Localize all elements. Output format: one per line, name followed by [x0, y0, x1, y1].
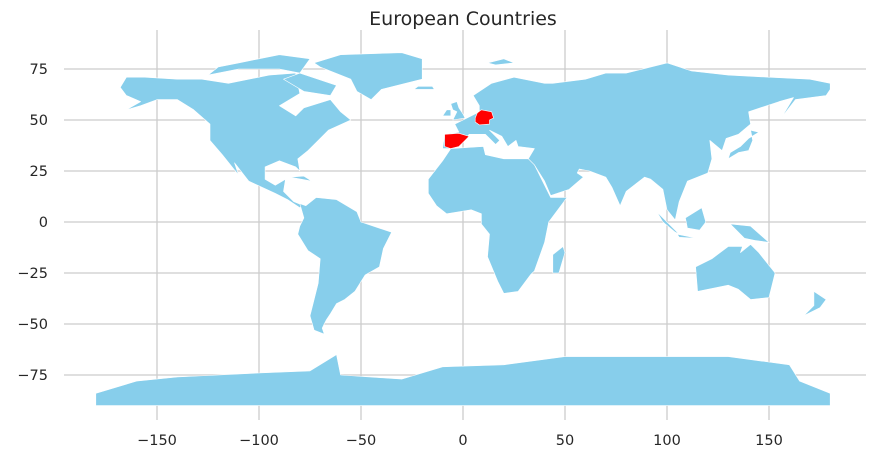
landmass-baffin-island: [283, 72, 337, 96]
landmass-borneo: [685, 207, 707, 231]
landmass-greenland: [313, 52, 423, 100]
land-layer: [95, 52, 831, 406]
y-tick-label: 0: [39, 215, 48, 231]
landmass-australia: [695, 244, 776, 300]
highlighted-country-germany: [474, 109, 494, 126]
landmass-svalbard: [487, 58, 515, 66]
y-tick-label: −75: [17, 368, 48, 384]
y-tick-label: 75: [30, 62, 48, 78]
landmass-south-america: [297, 197, 392, 335]
landmass-arctic-islands: [207, 54, 311, 76]
landmass-cuba: [289, 175, 313, 182]
chart-title: European Countries: [369, 8, 557, 30]
landmass-africa: [428, 146, 568, 294]
landmass-japan: [727, 129, 760, 160]
landmass-ireland: [442, 109, 452, 117]
y-tick-label: 25: [30, 164, 48, 180]
landmass-madagascar: [552, 246, 566, 274]
landmass-eurasia: [442, 62, 831, 221]
landmass-new-guinea: [729, 223, 770, 243]
x-tick-label: −100: [239, 433, 279, 449]
landmass-antarctica: [95, 354, 831, 406]
x-tick-label: 100: [653, 433, 681, 449]
x-tick-label: 50: [556, 433, 574, 449]
highlighted-country-spain: [444, 133, 470, 149]
landmass-java: [676, 233, 698, 239]
y-tick-label: −25: [17, 266, 48, 282]
landmass-sumatra: [656, 211, 680, 235]
x-tick-label: −150: [137, 433, 177, 449]
landmass-new-zealand: [803, 291, 827, 317]
x-tick-label: −50: [346, 433, 377, 449]
landmass-great-britain: [450, 101, 466, 121]
x-tick-label: 0: [458, 433, 467, 449]
x-tick-label: 150: [755, 433, 783, 449]
tick-labels: −150 −100 −50 0 50 100 150 75 50 25 0 −25 −50 −75: [17, 62, 782, 449]
y-tick-label: 50: [30, 113, 48, 129]
y-tick-label: −50: [17, 317, 48, 333]
landmass-iceland: [413, 86, 435, 90]
highlight-layer: [444, 109, 494, 149]
